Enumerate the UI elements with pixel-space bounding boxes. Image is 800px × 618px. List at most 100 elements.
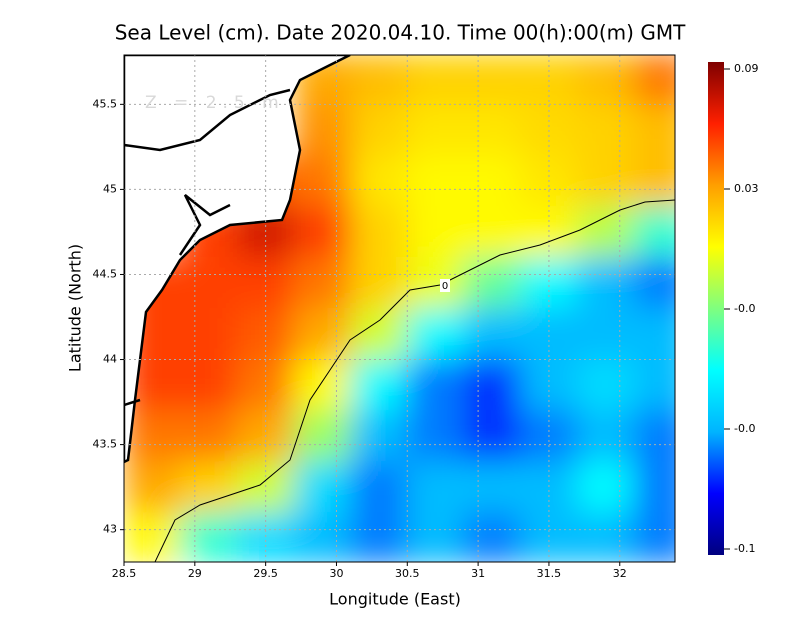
field-cell xyxy=(236,461,295,514)
x-tick-label: 31 xyxy=(471,567,485,580)
field-cell xyxy=(406,308,465,361)
field-cell xyxy=(633,103,675,156)
field-cell xyxy=(406,154,465,207)
field-cell xyxy=(463,55,522,105)
field-cell xyxy=(633,410,675,463)
x-tick-label: 29 xyxy=(188,567,202,580)
field-cell xyxy=(633,205,675,258)
coastline xyxy=(124,88,291,152)
field-cell xyxy=(576,359,635,412)
x-tick-label: 30.5 xyxy=(395,567,420,580)
x-tick-label: 29.5 xyxy=(253,567,278,580)
field-cell xyxy=(576,410,635,463)
field-cell xyxy=(633,154,675,207)
field-cell xyxy=(633,308,675,361)
plot-area: 0 Z = 2.5 m xyxy=(124,55,675,562)
field-cell xyxy=(350,461,408,514)
y-tick-label: 43 xyxy=(103,523,117,536)
field-cell xyxy=(406,461,465,514)
colorbar-tick-label: -0.0 xyxy=(734,302,755,315)
field-cell xyxy=(463,256,522,309)
field-cell xyxy=(576,55,635,105)
x-tick-label: 30 xyxy=(329,567,343,580)
field-cell xyxy=(406,410,465,463)
field-cell xyxy=(180,461,238,514)
field-cell xyxy=(350,410,408,463)
field-cell xyxy=(406,205,465,258)
contour-label: 0 xyxy=(442,281,448,292)
field-cell xyxy=(124,512,182,562)
field-cell xyxy=(576,308,635,361)
y-tick-label: 44 xyxy=(103,353,117,366)
x-tick-label: 32 xyxy=(613,567,627,580)
field-cell xyxy=(576,512,635,562)
x-tick-label: 31.5 xyxy=(537,567,562,580)
colorbar-tick-label: -0.0 xyxy=(734,422,755,435)
field-cell xyxy=(406,256,465,309)
field-cell xyxy=(180,410,238,463)
field-cell xyxy=(463,154,522,207)
colorbar-tick-label: 0.09 xyxy=(734,62,759,75)
plot-frame xyxy=(123,54,676,563)
land xyxy=(124,55,351,464)
field-cell xyxy=(463,410,522,463)
field-cell xyxy=(463,461,522,514)
field-cell xyxy=(180,256,238,309)
field-cell xyxy=(463,205,522,258)
field-cell xyxy=(576,205,635,258)
field-cell xyxy=(180,512,238,562)
field-cell xyxy=(293,410,352,463)
field-cell xyxy=(463,359,522,412)
field-cell xyxy=(350,154,408,207)
annotation: Z = 2.5 m xyxy=(145,93,285,113)
field-cell xyxy=(633,512,675,562)
y-tick-label: 43.5 xyxy=(93,438,118,451)
chart-title: Sea Level (cm). Date 2020.04.10. Time 00… xyxy=(115,21,686,45)
grid xyxy=(124,55,675,562)
field-cell xyxy=(293,308,352,361)
field-cell xyxy=(576,103,635,156)
field-cell xyxy=(633,256,675,309)
field-cell xyxy=(520,461,578,514)
colorbar xyxy=(708,62,724,555)
field-cell xyxy=(463,512,522,562)
field-cell xyxy=(406,359,465,412)
field-cell xyxy=(293,205,352,258)
field-cell xyxy=(180,308,238,361)
contour-line xyxy=(154,199,675,562)
field-cell xyxy=(350,512,408,562)
field-cell xyxy=(293,154,352,207)
field-cell xyxy=(124,461,182,514)
x-tick-label: 28.5 xyxy=(112,567,137,580)
field-cell xyxy=(463,103,522,156)
field-cell xyxy=(350,256,408,309)
y-axis-label: Latitude (North) xyxy=(66,244,85,372)
field-cell xyxy=(520,103,578,156)
field-cell xyxy=(350,359,408,412)
coastline xyxy=(178,194,231,256)
field-cell xyxy=(350,103,408,156)
coastline xyxy=(124,398,141,407)
field-cell xyxy=(406,55,465,105)
field-cell xyxy=(576,461,635,514)
x-axis-label: Longitude (East) xyxy=(329,590,461,609)
field-cell xyxy=(293,512,352,562)
field-cell xyxy=(633,461,675,514)
field-cell xyxy=(576,256,635,309)
y-tick-label: 45.5 xyxy=(93,97,118,110)
field-cell xyxy=(406,103,465,156)
colorbar-tick-label: -0.1 xyxy=(734,542,755,555)
colorbar-tick-label: 0.03 xyxy=(734,182,759,195)
field-cell xyxy=(350,55,408,105)
field-cell xyxy=(293,359,352,412)
field-cell xyxy=(633,359,675,412)
field-cell xyxy=(406,512,465,562)
field-cell xyxy=(293,461,352,514)
field-cell xyxy=(293,256,352,309)
field-cell xyxy=(633,55,675,105)
field-cell xyxy=(180,359,238,412)
y-tick-label: 44.5 xyxy=(93,267,118,280)
y-tick-label: 45 xyxy=(103,182,117,195)
field-cell xyxy=(463,308,522,361)
